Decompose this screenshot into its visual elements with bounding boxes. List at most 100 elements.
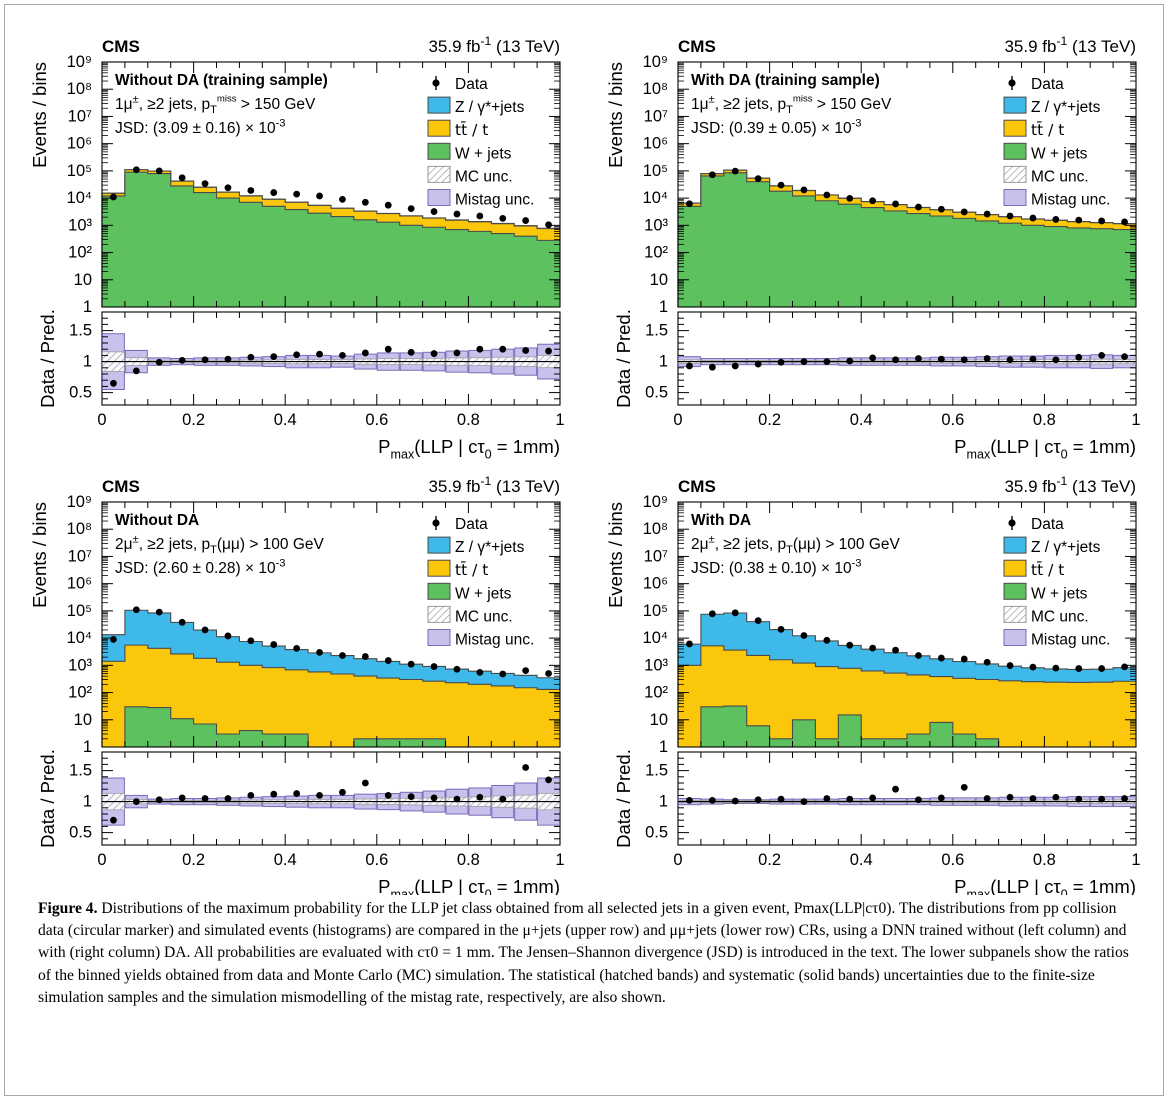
y-tick-label: 10⁷ — [68, 547, 92, 565]
ratio-point-8 — [846, 795, 854, 803]
legend-data-marker — [1008, 79, 1016, 87]
legend-label-tt: tt̄ / t — [1031, 120, 1064, 139]
y-tick-label: 10⁹ — [643, 493, 668, 511]
bar-ttbar-19 — [1090, 682, 1114, 747]
ratio-point-5 — [201, 356, 209, 364]
data-point-15 — [430, 663, 438, 670]
ratio-ticks — [677, 312, 1137, 405]
y-tick-label: 10² — [68, 684, 92, 702]
bar-w-jets-15 — [422, 738, 446, 747]
legend-data-marker — [1008, 519, 1016, 527]
y-axis-title: Events / bins — [605, 62, 626, 168]
x-axis-title: Pmax(LLP | cτ0 = 1mm) — [378, 436, 560, 462]
legend-label-data: Data — [1031, 76, 1064, 93]
ratio-point-1 — [686, 796, 693, 804]
data-point-4 — [754, 617, 762, 624]
data-point-7 — [823, 191, 831, 199]
data-points — [110, 606, 552, 678]
ratio-tick-label: 1.5 — [69, 322, 92, 340]
x-tick-label: 1 — [555, 411, 564, 429]
legend: Data Z / γ*+jets tt̄ / t W + jets MC unc. Mis… — [427, 516, 534, 649]
data-point-11 — [339, 652, 346, 659]
ratio-point-13 — [960, 783, 968, 791]
legend-swatch-tt — [1003, 119, 1027, 137]
x-tick-label: 1 — [1131, 851, 1140, 869]
bar-w-jets-5 — [769, 191, 793, 307]
data-point-4 — [178, 618, 186, 626]
ratio-pad: 0.5 1 1.5 — [69, 751, 561, 846]
bar-w-jets-4 — [170, 185, 194, 307]
bar-ttbar-11 — [907, 674, 931, 747]
legend-entry-w: W + jets — [1003, 582, 1088, 602]
bar-ttbar-14 — [975, 679, 999, 747]
ratio-point-12 — [361, 779, 369, 787]
bar-w-jets-11 — [331, 216, 355, 307]
ratio-point-8 — [846, 357, 854, 365]
data-point-17 — [476, 212, 484, 220]
bar-w-jets-9 — [861, 207, 885, 307]
ratio-point-9 — [869, 354, 877, 362]
bar-w-jets-6 — [216, 734, 240, 747]
ratio-point-12 — [361, 349, 369, 357]
ratio-point-6 — [224, 795, 232, 802]
x-tick-labels: 0 0.2 0.4 0.6 0.8 1 — [97, 851, 564, 869]
y-tick-label: 10³ — [644, 656, 668, 674]
ratio-point-15 — [1006, 356, 1014, 364]
stack-w-jets — [678, 705, 1136, 748]
bar-w-jets-3 — [147, 173, 172, 307]
data-point-5 — [201, 180, 209, 188]
ratio-point-18 — [1075, 795, 1083, 803]
bar-w-jets-9 — [285, 209, 309, 307]
ratio-axis-title: Data / Pred. — [37, 309, 58, 408]
legend-label-mistag: Mistag unc. — [1031, 632, 1110, 649]
caption-text: Distributions of the maximum probability… — [38, 900, 1129, 1006]
data-point-8 — [270, 189, 278, 196]
legend-label-w: W + jets — [1031, 585, 1088, 602]
bar-w-jets-17 — [1044, 226, 1068, 307]
legend-entry-z: Z / γ*+jets — [427, 96, 525, 116]
x-tick-label: 0.4 — [850, 851, 873, 869]
outline-ttbar — [101, 644, 560, 747]
data-point-8 — [846, 194, 854, 202]
ratio-point-20 — [545, 347, 552, 355]
data-point-14 — [407, 660, 415, 668]
legend-entry-z: Z / γ*+jets — [1003, 536, 1101, 556]
data-point-3 — [155, 608, 163, 616]
legend-swatch-z — [427, 536, 451, 554]
ratio-point-4 — [178, 356, 186, 364]
bar-w-jets-13 — [376, 222, 401, 307]
ratio-point-18 — [1075, 353, 1083, 361]
ratio-point-3 — [731, 797, 739, 805]
bar-w-jets-20 — [537, 240, 561, 307]
data-point-14 — [983, 658, 991, 666]
bar-w-jets-8 — [838, 204, 862, 307]
legend-entry-mistag: Mistag unc. — [427, 189, 534, 209]
data-point-19 — [1098, 665, 1106, 672]
x-tick-label: 1 — [555, 851, 564, 869]
x-tick-label: 0.4 — [850, 411, 873, 429]
bar-ttbar-19 — [514, 687, 538, 747]
ratio-point-7 — [247, 353, 255, 361]
bar-w-jets-2 — [700, 175, 725, 307]
ratio-point-15 — [1006, 793, 1014, 801]
y-tick-label: 10⁸ — [67, 80, 92, 98]
y-tick-label: 10⁴ — [67, 629, 92, 647]
y-tick-label: 10⁴ — [67, 189, 92, 207]
bar-w-jets-11 — [907, 213, 931, 307]
bar-w-jets-3 — [723, 172, 748, 307]
data-point-2 — [132, 166, 140, 174]
bar-w-jets-12 — [929, 722, 954, 747]
ratio-point-10 — [316, 350, 323, 358]
main-ticks — [101, 501, 561, 748]
ratio-point-3 — [155, 796, 163, 804]
bar-w-jets-18 — [491, 233, 515, 307]
bar-ttbar-16 — [1021, 681, 1045, 747]
bar-w-jets-3 — [723, 706, 748, 747]
ratio-point-7 — [823, 795, 831, 802]
data-point-5 — [201, 626, 209, 634]
ratio-point-20 — [1121, 795, 1128, 802]
data-point-16 — [1029, 663, 1037, 671]
ratio-point-17 — [476, 345, 484, 353]
data-point-14 — [407, 205, 415, 213]
